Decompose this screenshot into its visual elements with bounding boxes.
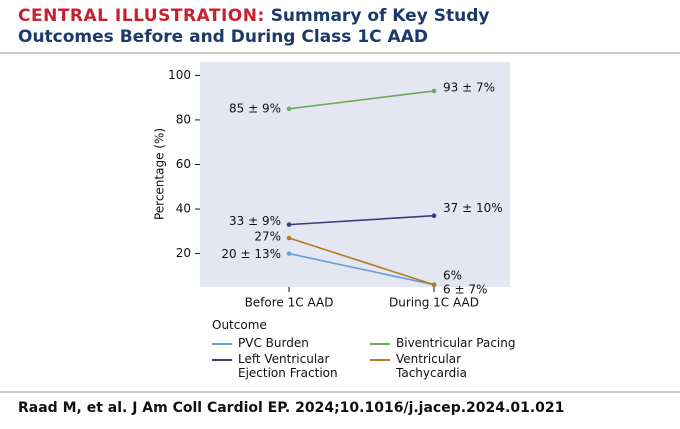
point bbox=[431, 282, 437, 288]
series-line bbox=[288, 214, 435, 226]
title-block: CENTRAL ILLUSTRATION: Summary of Key Stu… bbox=[18, 6, 578, 48]
x-tick-label: Before 1C AAD bbox=[245, 296, 334, 310]
x-tick-label: During 1C AAD bbox=[389, 296, 479, 310]
value-label: 27% bbox=[254, 229, 281, 243]
y-tick-label: 60 bbox=[176, 157, 191, 171]
series-line bbox=[288, 90, 435, 110]
legend-title: Outcome bbox=[212, 318, 267, 332]
point bbox=[431, 213, 437, 219]
point bbox=[431, 88, 437, 94]
value-label: 6% bbox=[443, 268, 462, 282]
legend-item: Left Ventricular Ejection Fraction bbox=[212, 352, 370, 380]
point bbox=[286, 235, 292, 241]
legend-swatch bbox=[370, 343, 390, 345]
value-label: 6 ± 7% bbox=[443, 282, 487, 296]
legend: Outcome PVC Burden Biventricular Pacing Le… bbox=[212, 318, 540, 380]
legend-label: Ventricular Tachycardia bbox=[396, 352, 467, 380]
legend-label: PVC Burden bbox=[238, 336, 309, 350]
y-axis-label: Percentage (%) bbox=[153, 128, 167, 220]
series-line bbox=[288, 252, 435, 286]
legend-swatch bbox=[370, 359, 390, 361]
legend-item: Biventricular Pacing bbox=[370, 336, 540, 350]
chart-title: Summary of Key Study Outcomes Before and… bbox=[18, 6, 490, 47]
y-tick-label: 80 bbox=[176, 112, 191, 126]
title-label: CENTRAL ILLUSTRATION: bbox=[18, 6, 265, 26]
y-tick-label: 40 bbox=[176, 202, 191, 216]
value-label: 93 ± 7% bbox=[443, 80, 495, 94]
value-label: 33 ± 9% bbox=[229, 214, 281, 228]
point bbox=[286, 222, 292, 227]
legend-item: Ventricular Tachycardia bbox=[370, 352, 540, 380]
y-tick-label: 100 bbox=[168, 68, 191, 82]
value-label: 37 ± 10% bbox=[443, 201, 503, 215]
y-tick-label: 20 bbox=[176, 246, 191, 260]
legend-label: Biventricular Pacing bbox=[396, 336, 516, 350]
point bbox=[286, 106, 292, 112]
legend-label: Left Ventricular Ejection Fraction bbox=[238, 352, 338, 380]
point bbox=[286, 251, 292, 256]
citation: Raad M, et al. J Am Coll Cardiol EP. 202… bbox=[18, 400, 565, 416]
plot-area bbox=[200, 62, 510, 287]
value-label: 85 ± 9% bbox=[229, 101, 281, 115]
legend-swatch bbox=[212, 359, 232, 361]
legend-grid: PVC Burden Biventricular Pacing Left Ventr… bbox=[212, 336, 540, 380]
legend-item: PVC Burden bbox=[212, 336, 370, 350]
legend-swatch bbox=[212, 343, 232, 345]
series-line bbox=[288, 237, 435, 286]
value-label: 20 ± 13% bbox=[221, 247, 281, 261]
